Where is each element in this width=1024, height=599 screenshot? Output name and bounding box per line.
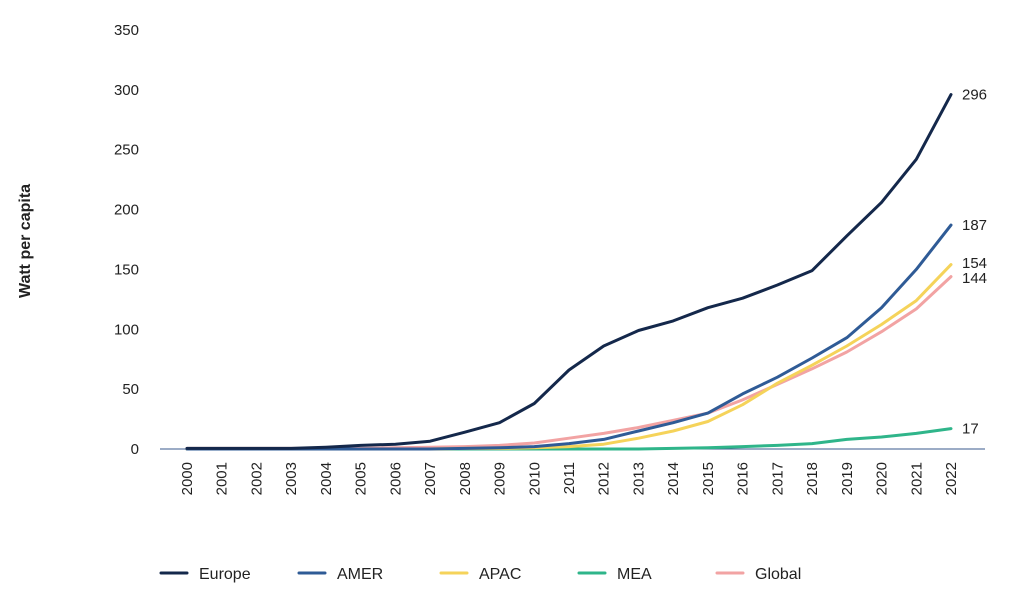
end-label-europe: 296 xyxy=(962,87,987,104)
x-tick-label: 2010 xyxy=(526,462,543,495)
line-chart: Watt per capita 0 50 100 150 200 250 300 350 20… xyxy=(0,0,1024,599)
legend-label-mea: MEA xyxy=(617,566,652,583)
x-tick-label: 2017 xyxy=(769,462,786,495)
x-tick-label: 2012 xyxy=(596,462,613,495)
series-lines xyxy=(187,95,951,449)
y-axis-ticks: 0 50 100 150 200 250 300 350 xyxy=(114,22,139,458)
legend-label-amer: AMER xyxy=(337,566,383,583)
y-tick-label: 0 xyxy=(131,441,139,458)
x-tick-label: 2004 xyxy=(318,462,335,495)
x-tick-label: 2015 xyxy=(700,462,717,495)
x-tick-label: 2005 xyxy=(353,462,370,495)
series-line-global xyxy=(187,277,951,449)
x-tick-label: 2009 xyxy=(492,462,509,495)
x-tick-label: 2020 xyxy=(874,462,891,495)
y-tick-label: 100 xyxy=(114,321,139,338)
y-tick-label: 150 xyxy=(114,261,139,278)
x-tick-label: 2016 xyxy=(735,462,752,495)
x-tick-label: 2007 xyxy=(422,462,439,495)
legend-label-europe: Europe xyxy=(199,566,251,583)
y-tick-label: 50 xyxy=(122,381,139,398)
x-tick-label: 2013 xyxy=(630,462,647,495)
legend: Europe AMER APAC MEA Global xyxy=(161,566,801,583)
end-label-global: 144 xyxy=(962,270,987,287)
end-label-amer: 187 xyxy=(962,217,987,234)
y-tick-label: 200 xyxy=(114,202,139,219)
y-tick-label: 350 xyxy=(114,22,139,39)
x-tick-label: 2014 xyxy=(665,462,682,495)
y-axis-label: Watt per capita xyxy=(17,184,34,298)
y-tick-label: 250 xyxy=(114,142,139,159)
legend-label-global: Global xyxy=(755,566,801,583)
x-tick-label: 2008 xyxy=(457,462,474,495)
x-tick-label: 2001 xyxy=(214,462,231,495)
series-line-amer xyxy=(187,225,951,449)
x-axis-ticks: 2000 2001 2002 2003 2004 2005 2006 2007 2008 2009… xyxy=(179,462,960,495)
x-tick-label: 2019 xyxy=(839,462,856,495)
x-tick-label: 2022 xyxy=(943,462,960,495)
x-tick-label: 2021 xyxy=(908,462,925,495)
x-tick-label: 2006 xyxy=(387,462,404,495)
end-label-mea: 17 xyxy=(962,421,979,438)
x-tick-label: 2000 xyxy=(179,462,196,495)
legend-label-apac: APAC xyxy=(479,566,521,583)
y-tick-label: 300 xyxy=(114,82,139,99)
series-line-europe xyxy=(187,95,951,449)
x-tick-label: 2011 xyxy=(561,462,578,494)
x-tick-label: 2003 xyxy=(283,462,300,495)
x-tick-label: 2018 xyxy=(804,462,821,495)
x-tick-label: 2002 xyxy=(248,462,265,495)
